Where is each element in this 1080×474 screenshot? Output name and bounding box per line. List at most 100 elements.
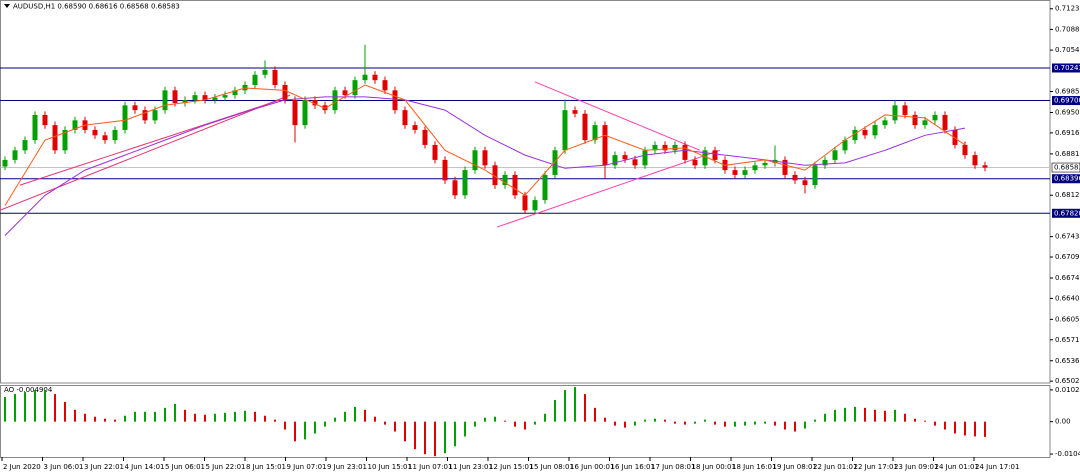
ao-bar <box>604 417 606 422</box>
ao-bar <box>424 421 426 455</box>
trend-line <box>496 149 721 228</box>
ao-bar <box>884 410 886 422</box>
trend-line <box>0 94 291 211</box>
ao-bar <box>264 415 266 422</box>
y-tick-label: 0.66741 <box>1055 274 1080 282</box>
y-tick-label: 0.65711 <box>1055 336 1080 344</box>
candle-body <box>192 95 198 100</box>
ao-bar <box>984 421 986 437</box>
x-tick-label: 24 Jun 17:01 <box>975 463 1019 471</box>
candle-body <box>72 120 78 130</box>
ao-bar <box>174 403 176 422</box>
ao-bar <box>804 421 806 429</box>
candle-body <box>482 150 488 166</box>
candle-body <box>952 129 958 145</box>
ao-bar <box>754 421 756 425</box>
candle-body <box>822 159 828 166</box>
ao-bar <box>934 421 936 426</box>
ao-bar <box>344 411 346 422</box>
y-tick-label: 0.67431 <box>1055 233 1080 241</box>
candle-body <box>272 69 278 85</box>
ao-bar <box>824 413 826 422</box>
candle-body <box>882 120 888 126</box>
ao-bar <box>964 421 966 436</box>
level-label: 0.68396 <box>1054 175 1080 183</box>
candle-body <box>472 150 478 171</box>
ao-bar <box>224 412 226 422</box>
candle-body <box>532 200 538 211</box>
candle-body <box>202 95 208 100</box>
level-label-box <box>1052 63 1080 73</box>
ao-bar <box>434 421 436 457</box>
ao-bar <box>4 397 6 422</box>
candle-body <box>112 129 118 141</box>
ao-bar <box>184 409 186 422</box>
x-tick-label: 22 Jun 17:01 <box>854 463 898 471</box>
y-tick-label: 0.67091 <box>1055 253 1080 261</box>
y-tick-label: 0.69501 <box>1055 108 1080 116</box>
ao-bar <box>614 421 616 426</box>
ao-bar <box>624 421 626 428</box>
ao-bar <box>254 411 256 422</box>
candle-body <box>292 99 298 126</box>
ao-bar <box>194 413 196 422</box>
ao-bar <box>444 421 446 454</box>
candle-body <box>382 80 388 91</box>
ao-bar <box>414 421 416 450</box>
candle-body <box>52 125 58 151</box>
candle-body <box>562 110 568 151</box>
ao-bar <box>814 419 816 422</box>
ao-bar <box>834 409 836 422</box>
x-tick-label: 3 Jun 06:01 <box>44 463 84 471</box>
moving-average <box>4 84 966 206</box>
x-tick-label: 16 Jun 00:01 <box>570 463 614 471</box>
ao-bar <box>774 421 776 426</box>
ao-bar <box>974 421 976 437</box>
candle-body <box>612 155 618 166</box>
last-price-label: 0.68583 <box>1054 164 1080 172</box>
candle-body <box>692 159 698 166</box>
candle-body <box>602 125 608 166</box>
candle-body <box>42 114 48 126</box>
candle-body <box>232 90 238 96</box>
candle-body <box>362 74 368 81</box>
x-tick-label: 23 Jun 09:01 <box>894 463 938 471</box>
y-tick-label: 0.00 <box>1055 418 1071 426</box>
ao-bar <box>484 417 486 422</box>
ao-bar <box>514 421 516 427</box>
ao-bar <box>244 410 246 422</box>
ao-bar <box>84 413 86 422</box>
candle-body <box>32 114 38 141</box>
ao-bar <box>44 390 46 422</box>
candle-body <box>732 170 738 175</box>
candle-body <box>652 144 658 151</box>
candle-body <box>622 155 628 160</box>
ao-bar <box>744 421 746 426</box>
ao-bar <box>274 419 276 422</box>
ao-bar <box>114 419 116 422</box>
ao-bar <box>524 421 526 430</box>
candle-body <box>842 140 848 151</box>
candle-body <box>932 114 938 121</box>
x-tick-label: 22 Jun 01:01 <box>813 463 857 471</box>
ao-bar <box>504 420 506 422</box>
candle-body <box>342 90 348 96</box>
candle-body <box>702 150 708 166</box>
ao-bar <box>14 394 16 422</box>
ao-bar <box>534 421 536 425</box>
plot-layer: 0.71231 0.70886 0.70541 0.69851 0.69501 0.691… <box>0 5 1080 471</box>
candle-body <box>892 105 898 121</box>
ao-bar <box>494 416 496 422</box>
ao-bar <box>134 411 136 422</box>
ao-bar <box>324 421 326 427</box>
y-tick-label: 0.70886 <box>1055 25 1080 33</box>
candle-body <box>282 84 288 100</box>
ao-bar <box>404 421 406 442</box>
candle-body <box>92 129 98 136</box>
ao-bar <box>704 419 706 422</box>
candle-body <box>712 150 718 160</box>
candle-body <box>212 97 218 100</box>
menu-arrow[interactable] <box>4 4 10 8</box>
